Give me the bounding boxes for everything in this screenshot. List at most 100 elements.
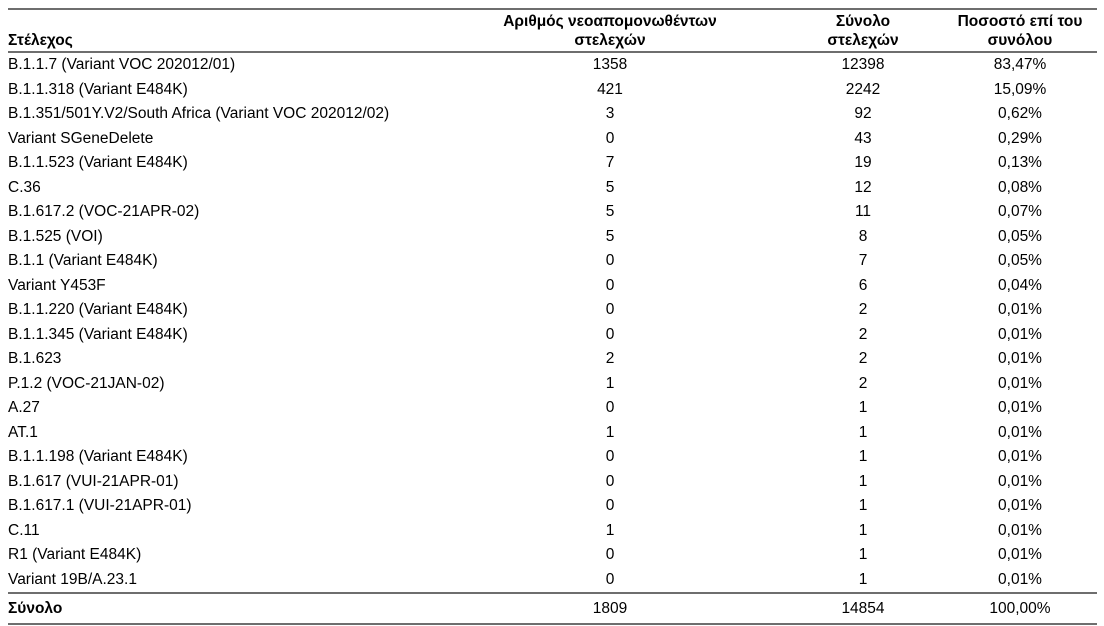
percentage-value: 0,04% — [998, 276, 1042, 294]
total-strains-count: 2 — [858, 325, 868, 343]
strain-name: P.1.2 (VOC-21JAN-02) — [8, 374, 165, 392]
col-header-percentage: Ποσοστό επί του συνόλου — [943, 9, 1097, 53]
col-header-total-strains: Σύνολο στελεχών — [783, 9, 943, 53]
percentage-value: 0,08% — [998, 178, 1042, 196]
new-isolates-count: 1 — [605, 521, 615, 539]
total-strains-count: 6 — [858, 276, 868, 294]
strain-name: B.1.1 (Variant E484K) — [8, 252, 158, 269]
percentage-value: 0,01% — [998, 399, 1042, 416]
table-row: B.1.525 (VOI) 5 8 0,05% — [8, 225, 1097, 250]
table-footer: Σύνολο 1809 14854 100,00% — [8, 592, 1097, 625]
percentage-value: 0,07% — [998, 203, 1042, 220]
table-row: B.1.1.345 (Variant E484K) 0 2 0,01% — [8, 323, 1097, 348]
strain-name: C.36 — [8, 178, 41, 196]
strain-name: Variant 19B/A.23.1 — [8, 570, 137, 588]
percentage-value: 0,01% — [998, 423, 1042, 441]
total-strains-count: 12398 — [841, 56, 885, 73]
percentage-value: 0,01% — [998, 325, 1042, 343]
table-row: C.11 1 1 0,01% — [8, 519, 1097, 544]
percentage-value: 0,01% — [998, 472, 1042, 490]
total-strains-count: 2 — [858, 350, 868, 367]
total-strains-count: 12 — [854, 178, 872, 196]
percentage-value: 0,01% — [998, 546, 1042, 563]
new-isolates-count: 7 — [605, 154, 615, 171]
table-row: R1 (Variant E484K) 0 1 0,01% — [8, 543, 1097, 568]
new-isolates-count: 5 — [605, 178, 615, 196]
strain-name: B.1.1.220 (Variant E484K) — [8, 301, 188, 318]
table-row: B.1.623 2 2 0,01% — [8, 347, 1097, 372]
new-isolates-count: 0 — [605, 448, 615, 465]
strain-name: AT.1 — [8, 423, 38, 441]
strain-name: Variant Y453F — [8, 276, 106, 294]
table-row: B.1.1.198 (Variant E484K) 0 1 0,01% — [8, 445, 1097, 470]
percentage-value: 83,47% — [993, 56, 1047, 73]
new-isolates-count: 3 — [605, 105, 615, 122]
col-header-total-strains-label: Σύνολο στελεχών — [827, 13, 899, 49]
total-strains-count: 7 — [858, 252, 868, 269]
total-strains-count: 2 — [858, 301, 868, 318]
percentage-value: 0,01% — [998, 374, 1042, 392]
total-row: Σύνολο 1809 14854 100,00% — [8, 592, 1097, 625]
percentage-value: 0,01% — [998, 570, 1042, 588]
col-header-percentage-label: Ποσοστό επί του συνόλου — [957, 13, 1083, 49]
strain-name: B.1.1.318 (Variant E484K) — [8, 80, 188, 98]
table-row: B.1.1.7 (Variant VOC 202012/01) 1358 12398… — [8, 52, 1097, 78]
percentage-value: 0,01% — [998, 497, 1042, 514]
strain-name: B.1.1.7 (Variant VOC 202012/01) — [8, 56, 236, 73]
strain-name: B.1.1.198 (Variant E484K) — [8, 448, 188, 465]
strain-name: B.1.617.1 (VUI-21APR-01) — [8, 497, 192, 514]
strain-name: B.1.617 (VUI-21APR-01) — [8, 472, 179, 490]
percentage-value: 0,01% — [998, 448, 1042, 465]
total-strains-count: 1 — [858, 472, 868, 490]
table-row: Variant SGeneDelete 0 43 0,29% — [8, 127, 1097, 152]
new-isolates-count: 0 — [605, 252, 615, 269]
strain-name: B.1.351/501Y.V2/South Africa (Variant VO… — [8, 105, 390, 122]
percentage-value: 15,09% — [993, 80, 1047, 98]
strain-name: B.1.623 — [8, 350, 62, 367]
table-row: C.36 5 12 0,08% — [8, 176, 1097, 201]
new-isolates-count: 0 — [605, 325, 615, 343]
total-strains-count: 1 — [858, 521, 868, 539]
table-row: Variant Y453F 0 6 0,04% — [8, 274, 1097, 299]
header-row: Στέλεχος Αριθμός νεοαπομονωθέντων στελεχ… — [8, 9, 1097, 53]
table-row: B.1.1 (Variant E484K) 0 7 0,05% — [8, 249, 1097, 274]
strain-name: Variant SGeneDelete — [8, 129, 154, 147]
col-header-new-isolates: Αριθμός νεοαπομονωθέντων στελεχών — [437, 9, 783, 53]
total-strains-count: 1 — [858, 399, 868, 416]
total-strains-count: 14854 — [783, 592, 943, 625]
total-strains-count: 1 — [858, 546, 868, 563]
table-row: B.1.617 (VUI-21APR-01) 0 1 0,01% — [8, 470, 1097, 495]
table-row: B.1.1.523 (Variant E484K) 7 19 0,13% — [8, 151, 1097, 176]
new-isolates-count: 1358 — [592, 56, 628, 73]
percentage-value: 0,05% — [998, 227, 1042, 245]
percentage-value: 0,01% — [998, 521, 1042, 539]
strain-name: C.11 — [8, 521, 40, 539]
new-isolates-count: 0 — [605, 570, 615, 588]
new-isolates-count: 1 — [605, 374, 615, 392]
variants-table: Στέλεχος Αριθμός νεοαπομονωθέντων στελεχ… — [8, 8, 1097, 625]
total-new-isolates-count: 1809 — [437, 592, 783, 625]
table-row: B.1.351/501Y.V2/South Africa (Variant VO… — [8, 102, 1097, 127]
percentage-value: 0,29% — [998, 129, 1042, 147]
total-strains-count: 2242 — [845, 80, 881, 98]
total-label: Σύνολο — [8, 592, 437, 625]
total-strains-count: 1 — [858, 423, 868, 441]
percentage-value: 0,01% — [998, 301, 1042, 318]
table-row: P.1.2 (VOC-21JAN-02) 1 2 0,01% — [8, 372, 1097, 397]
strain-name: B.1.1.345 (Variant E484K) — [8, 325, 188, 343]
strain-name: B.1.617.2 (VOC-21APR-02) — [8, 203, 200, 220]
new-isolates-count: 5 — [605, 227, 615, 245]
new-isolates-count: 5 — [605, 203, 615, 220]
total-strains-count: 1 — [858, 448, 868, 465]
total-strains-count: 1 — [858, 497, 868, 514]
new-isolates-count: 0 — [605, 129, 615, 147]
table-row: Variant 19B/A.23.1 0 1 0,01% — [8, 568, 1097, 594]
strain-name: A.27 — [8, 399, 40, 416]
col-header-strain-label: Στέλεχος — [8, 32, 73, 49]
strain-name: R1 (Variant E484K) — [8, 546, 142, 563]
new-isolates-count: 1 — [605, 423, 615, 441]
col-header-strain: Στέλεχος — [8, 9, 437, 53]
total-strains-count: 8 — [858, 227, 868, 245]
table-row: B.1.1.220 (Variant E484K) 0 2 0,01% — [8, 298, 1097, 323]
